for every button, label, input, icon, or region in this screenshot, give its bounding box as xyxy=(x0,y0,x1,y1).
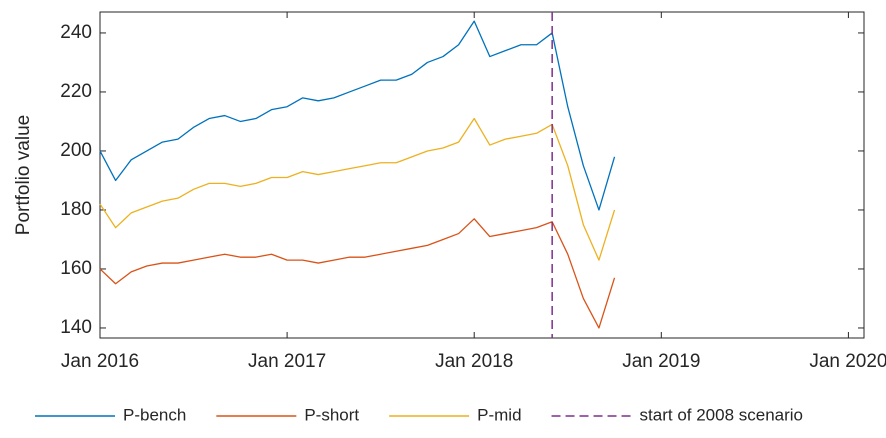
legend: P-bench P-short P-mid start of 2008 scenari… xyxy=(35,405,803,424)
x-tick-label: Jan 2016 xyxy=(61,351,139,372)
y-tick-label: 140 xyxy=(60,317,92,338)
plot-area xyxy=(99,11,865,339)
x-tick-label: Jan 2018 xyxy=(435,351,513,372)
y-tick-label: 220 xyxy=(60,81,92,102)
y-tick-label: 200 xyxy=(60,140,92,161)
x-tick-label: Jan 2017 xyxy=(248,351,326,372)
series-line xyxy=(99,20,616,211)
x-tick-label: Jan 2019 xyxy=(622,351,700,372)
series-line xyxy=(99,218,616,329)
y-tick-label: 160 xyxy=(60,258,92,279)
y-tick-label: 240 xyxy=(60,22,92,43)
legend-label: P-short xyxy=(304,405,359,424)
y-axis-label: Portfolio value xyxy=(13,115,34,235)
series-line xyxy=(99,117,616,261)
x-tick-label: Jan 2020 xyxy=(809,351,886,372)
legend-label: P-bench xyxy=(123,405,186,424)
y-tick-label: 180 xyxy=(60,199,92,220)
legend-label: start of 2008 scenario xyxy=(640,405,803,424)
legend-label: P-mid xyxy=(477,405,521,424)
